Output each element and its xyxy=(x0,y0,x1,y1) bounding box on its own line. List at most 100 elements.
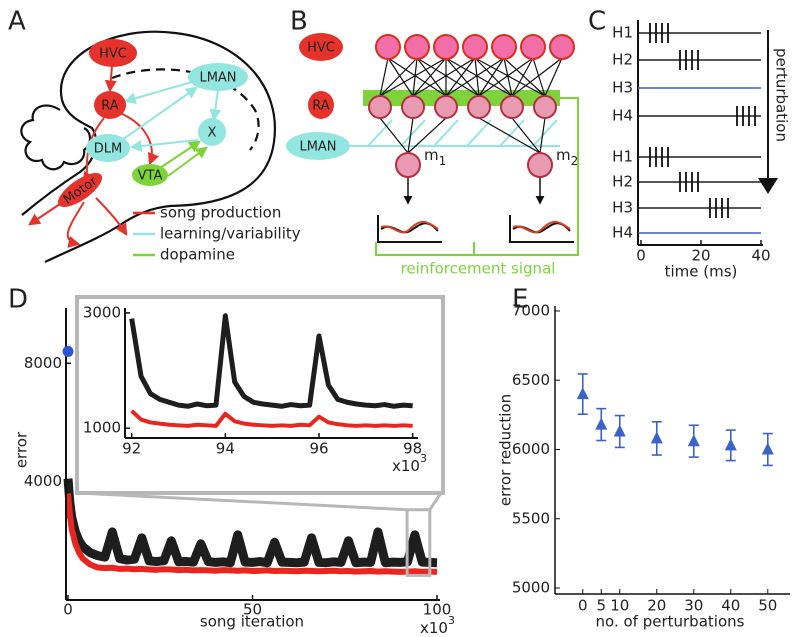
y-tick-label: 6500 xyxy=(512,371,550,389)
row-label: H1 xyxy=(612,148,633,166)
inset-frame xyxy=(75,295,445,495)
legend-label: dopamine xyxy=(160,246,235,264)
row-label: H3 xyxy=(612,79,633,97)
x-axis-label: song iteration xyxy=(200,613,304,631)
lman-axon xyxy=(367,119,393,147)
synapse xyxy=(474,57,480,97)
lman-axon xyxy=(532,119,558,147)
song-trace xyxy=(512,220,571,234)
song-axes xyxy=(377,215,442,243)
brain-region: RA xyxy=(94,91,126,119)
synapse xyxy=(532,57,546,97)
x-axis-label: time (ms) xyxy=(665,263,738,281)
synapse xyxy=(379,57,447,97)
synapse xyxy=(511,57,563,97)
pathway-arrow xyxy=(209,89,222,122)
output-index: 2 xyxy=(571,154,579,168)
output-name: m xyxy=(556,146,571,164)
synapse xyxy=(478,57,505,97)
region-oval xyxy=(57,172,103,208)
multiplier-power: 3 xyxy=(420,452,427,465)
synapse xyxy=(474,57,546,97)
layer-oval xyxy=(286,132,350,160)
perturbation-label: perturbation xyxy=(773,48,791,142)
panel-label: B xyxy=(290,7,308,37)
x-tick-label: 0 xyxy=(63,601,73,619)
x-axis-label: no. of perturbations xyxy=(596,613,745,631)
y-tick-label: 6000 xyxy=(512,440,550,458)
synapse xyxy=(412,57,447,97)
x-tick-label: 20 xyxy=(691,247,710,265)
error-trace xyxy=(65,493,438,575)
y-tick-label: 5500 xyxy=(512,509,550,527)
dashed-boundary xyxy=(111,68,260,151)
lman-axon xyxy=(433,119,459,147)
panel-label: D xyxy=(8,285,28,315)
panel-label: E xyxy=(512,285,528,315)
synapse xyxy=(379,117,409,154)
zoom-connector xyxy=(78,491,408,512)
pathway-arrow xyxy=(104,65,117,93)
song-axes xyxy=(509,215,574,243)
hvc-neuron xyxy=(491,34,517,60)
synapse xyxy=(387,57,414,97)
synapse xyxy=(503,57,513,97)
region-label: DLM xyxy=(94,142,122,157)
brain-region: Motor xyxy=(57,172,103,208)
x-tick-label: 20 xyxy=(647,597,666,615)
reinforcement-line xyxy=(375,97,579,256)
region-oval xyxy=(188,63,248,91)
synapse xyxy=(387,57,447,97)
x-multiplier: x103 xyxy=(420,614,455,637)
x-tick-label: 5 xyxy=(596,597,606,615)
x-tick-label: 0 xyxy=(578,597,588,615)
hvc-neuron xyxy=(375,34,401,60)
cerebellum xyxy=(20,104,92,171)
hvc-neuron xyxy=(520,34,546,60)
output-neuron xyxy=(527,152,553,178)
y-tick-label: 8000 xyxy=(24,354,62,372)
panel-label: A xyxy=(8,7,26,37)
synapse xyxy=(445,57,505,97)
output-label: m2 xyxy=(556,146,578,168)
perturbation-arrowhead xyxy=(758,178,778,194)
output-label: m1 xyxy=(424,146,446,168)
region-label: HVC xyxy=(99,47,127,62)
ra-neuron xyxy=(500,95,524,119)
synapse xyxy=(416,57,480,97)
synapse xyxy=(478,117,541,154)
region-label: RA xyxy=(101,99,119,114)
pathway-arrow xyxy=(159,140,201,169)
error-trace xyxy=(63,478,438,568)
synapse xyxy=(539,117,546,154)
zoom-connector xyxy=(428,492,443,511)
signal-label: reinforcement signal xyxy=(401,260,556,278)
region-label: X xyxy=(208,126,217,141)
initial-error xyxy=(62,345,74,357)
brain-region: LMAN xyxy=(188,63,248,91)
hvc-neuron xyxy=(549,34,575,60)
ra-neuron xyxy=(401,95,425,119)
point xyxy=(595,417,608,430)
hvc-neuron xyxy=(404,34,430,60)
pathway-arrow xyxy=(119,112,160,166)
x-tick-label: 30 xyxy=(684,597,703,615)
region-label: VTA xyxy=(138,169,163,184)
ra-neuron xyxy=(467,95,491,119)
synapse xyxy=(478,57,534,97)
y-tick-label: 3000 xyxy=(83,303,121,321)
region-oval xyxy=(94,91,126,119)
synapse xyxy=(544,57,563,97)
y-tick-label: 5000 xyxy=(512,579,550,597)
brain-region: X xyxy=(198,118,226,146)
song-trace xyxy=(380,220,439,234)
row-label: H2 xyxy=(612,51,633,69)
layer-label: LMAN xyxy=(299,140,336,155)
x-tick-label: 92 xyxy=(122,440,141,458)
output-neuron xyxy=(395,152,421,178)
output-index: 1 xyxy=(439,154,447,168)
synapse xyxy=(474,57,513,97)
y-tick-label: 7000 xyxy=(512,302,550,320)
y-tick-label: 4000 xyxy=(24,472,62,490)
x-tick-label: 10 xyxy=(610,597,629,615)
